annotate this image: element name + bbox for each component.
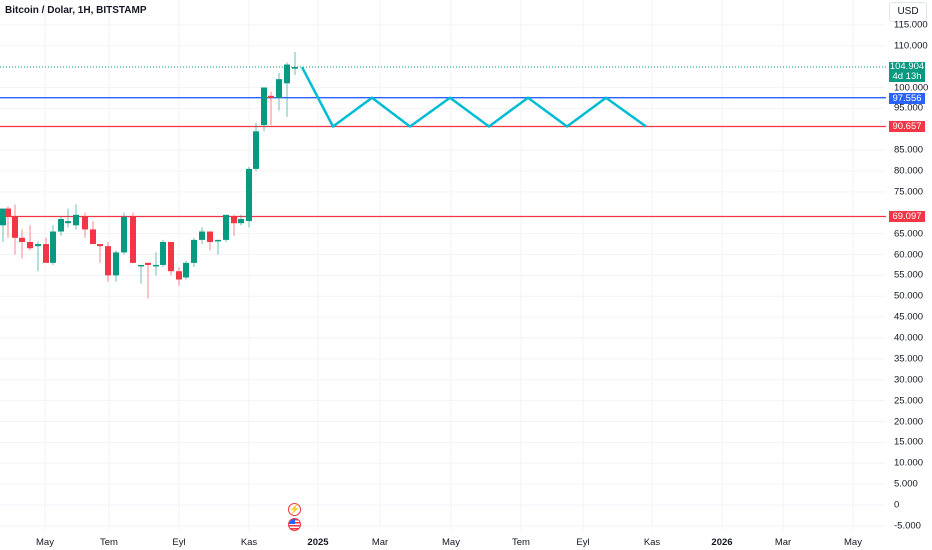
- candle-body: [231, 216, 237, 224]
- y-axis-tick: 50.000: [894, 290, 924, 302]
- y-axis-tick: 100.000: [894, 82, 929, 93]
- x-axis-tick: Kas: [643, 537, 661, 548]
- y-axis-tick: 60.000: [894, 249, 924, 260]
- blue-line-price-label: 97.556: [889, 93, 925, 104]
- candle-body: [97, 244, 103, 247]
- candle-body: [153, 264, 159, 267]
- candle-body: [73, 214, 79, 226]
- currency-button[interactable]: USD: [889, 2, 927, 22]
- candle-body: [223, 214, 229, 240]
- candle-body: [82, 216, 88, 230]
- x-axis-tick: Kas: [240, 537, 258, 548]
- candle-body: [105, 246, 111, 276]
- x-axis-tick: May: [442, 537, 460, 548]
- candle-body: [19, 237, 25, 242]
- y-axis-tick: -5.000: [894, 520, 921, 532]
- x-axis-tick: May: [36, 537, 54, 548]
- y-axis-tick: 65.000: [894, 228, 924, 240]
- candle-body: [0, 208, 6, 226]
- candle-body: [27, 241, 33, 249]
- y-axis-tick: 95.000: [894, 102, 924, 114]
- y-axis-tick: 40.000: [894, 332, 924, 344]
- candle-body: [261, 87, 267, 126]
- candle-body: [35, 244, 41, 247]
- y-axis-tick: 35.000: [894, 353, 924, 365]
- candle-body: [90, 229, 96, 245]
- candle-body: [58, 219, 64, 232]
- x-axis-tick: May: [844, 537, 862, 548]
- y-axis-tick: 20.000: [894, 416, 924, 427]
- candle-body: [138, 264, 144, 267]
- y-axis-tick: 80.000: [894, 165, 924, 177]
- candle-body: [268, 95, 274, 98]
- x-axis-tick: Tem: [512, 537, 530, 548]
- candle-body: [43, 244, 49, 263]
- candle-body: [121, 216, 127, 253]
- y-axis-tick: 75.000: [894, 186, 924, 198]
- flash-event-icon[interactable]: ⚡: [288, 503, 301, 516]
- y-axis-tick: 110.000: [894, 40, 928, 52]
- x-axis-tick: Mar: [774, 537, 792, 548]
- candle-body: [284, 64, 290, 84]
- candle-body: [145, 262, 151, 265]
- x-axis-tick: Mar: [371, 537, 389, 548]
- candle-body: [246, 168, 252, 222]
- y-axis-tick: 10.000: [894, 457, 924, 469]
- candle-body: [176, 271, 182, 280]
- x-axis-tick: Eyl: [172, 537, 186, 548]
- candle-body: [12, 216, 18, 238]
- current-price-value: 104.904: [889, 61, 925, 72]
- current-price-label: 104.904 4d 13h: [889, 62, 925, 82]
- candle-body: [215, 239, 221, 242]
- candle-body: [50, 231, 56, 263]
- x-axis-tick: 2026: [711, 537, 733, 548]
- countdown: 4d 13h: [892, 71, 922, 82]
- projection-zigzag-path: [300, 66, 647, 128]
- x-axis-tick: 2025: [307, 537, 329, 548]
- y-axis-tick: 25.000: [894, 395, 924, 407]
- x-axis-tick: Tem: [100, 537, 118, 548]
- chart-title: Bitcoin / Dolar, 1H, BITSTAMP: [5, 5, 147, 16]
- candle-body: [253, 131, 259, 169]
- y-axis-tick: 115.000: [894, 19, 928, 31]
- candle-body: [292, 67, 298, 69]
- candle-body: [65, 221, 71, 224]
- y-axis-tick: 55.000: [894, 269, 924, 281]
- y-axis-tick: 5.000: [894, 478, 918, 490]
- lower-red-line-price-label: 69.097: [889, 211, 925, 222]
- candle-body: [168, 241, 174, 272]
- y-axis-tick: 45.000: [894, 311, 924, 323]
- candle-body: [5, 208, 11, 217]
- y-axis-tick: 15.000: [894, 436, 924, 448]
- upper-red-line-price-label: 90.657: [889, 121, 925, 132]
- candle-body: [113, 252, 119, 276]
- candle-body: [238, 219, 244, 224]
- candle-body: [160, 241, 166, 265]
- x-axis-tick: Eyl: [576, 537, 590, 548]
- candle-body: [183, 262, 189, 278]
- y-axis-tick: 30.000: [894, 374, 924, 386]
- us-flag-event-icon[interactable]: [288, 518, 301, 531]
- candle-body: [199, 231, 205, 240]
- candle-body: [130, 216, 136, 263]
- y-axis-tick: 0: [894, 499, 900, 511]
- candle-body: [191, 239, 197, 263]
- candle-body: [207, 231, 213, 242]
- y-axis-tick: 85.000: [894, 144, 924, 156]
- candle-body: [276, 79, 282, 98]
